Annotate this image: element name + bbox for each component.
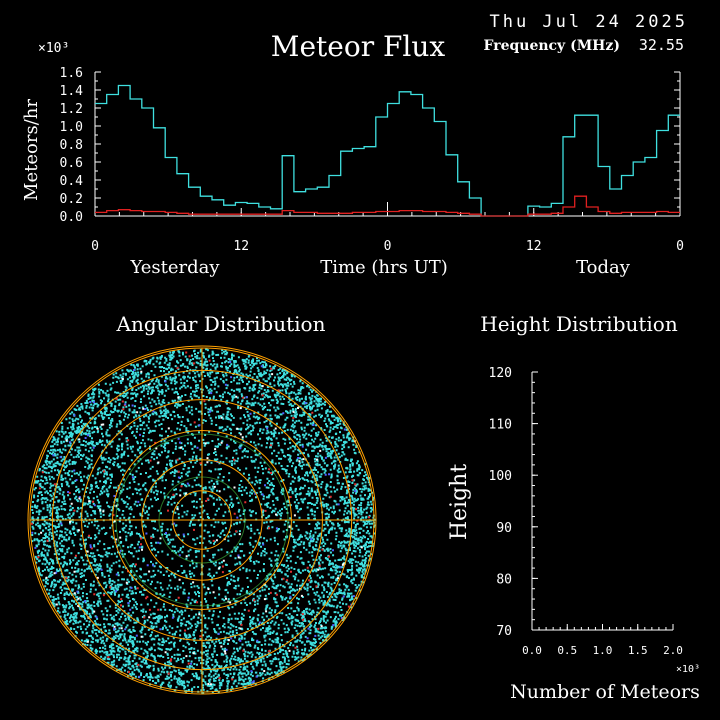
flux-x-tick-label: 0: [91, 239, 99, 254]
frequency-label: Frequency (MHz): [484, 38, 621, 54]
flux-x-tick-label: 12: [526, 239, 542, 254]
flux-y-tick-label: 1.2: [60, 102, 83, 117]
height-title: Height Distribution: [480, 312, 678, 336]
height-x-tick-label: 1.5: [628, 644, 648, 657]
height-y-tick-label: 120: [489, 366, 512, 381]
flux-y-tick-label: 0.4: [60, 174, 84, 189]
height-x-axis-label: Number of Meteors: [510, 681, 700, 703]
chart-title: Meteor Flux: [271, 30, 446, 63]
height-y-tick-label: 70: [496, 624, 512, 639]
height-y-tick-label: 80: [496, 572, 512, 587]
height-x-tick-label: 0.5: [557, 644, 577, 657]
height-x-tick-label: 1.0: [593, 644, 613, 657]
flux-series-0-line: [95, 84, 680, 217]
date-label: Thu Jul 24 2025: [489, 12, 688, 32]
flux-chart-series: [95, 84, 680, 217]
flux-y-tick-label: 1.0: [60, 120, 83, 135]
height-x-multiplier: ×10³: [676, 664, 700, 675]
height-y-tick-label: 90: [496, 521, 512, 536]
flux-series-1-line: [95, 195, 680, 217]
height-y-axis-label: Height: [447, 464, 472, 540]
height-y-tick-label: 110: [489, 418, 512, 433]
height-x-tick-label: 2.0: [663, 644, 683, 657]
height-x-tick-label: 0.0: [522, 644, 542, 657]
flux-x-tick-label: 0: [384, 239, 392, 254]
angular-title: Angular Distribution: [116, 312, 326, 336]
flux-y-tick-label: 1.6: [60, 66, 83, 81]
height-distribution-chart: 70 80 90 100 110 120 0.0 0.5 1.0 1.5 2.0: [489, 366, 683, 657]
flux-x-tick-label: 12: [233, 239, 249, 254]
height-y-tick-label: 100: [489, 469, 512, 484]
polar-density-band: [99, 417, 305, 625]
flux-chart-axes: 0.0 0.2 0.4 0.6 0.8 1.0 1.2 1.4 1.6 0 12 0 12 0: [60, 66, 684, 254]
flux-x-tick-label: 0: [676, 239, 684, 254]
flux-y-tick-label: 0.2: [60, 192, 83, 207]
flux-section-today: Today: [576, 257, 631, 278]
polar-grid-circle-1: [115, 433, 289, 607]
flux-y-tick-label: 0.6: [60, 156, 83, 171]
polar-grid-circle-0: [158, 476, 246, 564]
flux-y-multiplier: ×10³: [38, 41, 69, 56]
flux-y-tick-label: 0.8: [60, 138, 83, 153]
frequency-value: 32.55: [639, 36, 684, 54]
flux-y-tick-label: 1.4: [60, 84, 84, 99]
polar-outer-ring: [27, 345, 377, 695]
angular-distribution-plot: [27, 345, 377, 695]
flux-y-tick-label: 0.0: [60, 210, 83, 225]
flux-section-yesterday: Yesterday: [129, 257, 220, 278]
flux-y-axis-label: Meteors/hr: [21, 99, 42, 201]
flux-x-axis-label: Time (hrs UT): [320, 257, 448, 278]
